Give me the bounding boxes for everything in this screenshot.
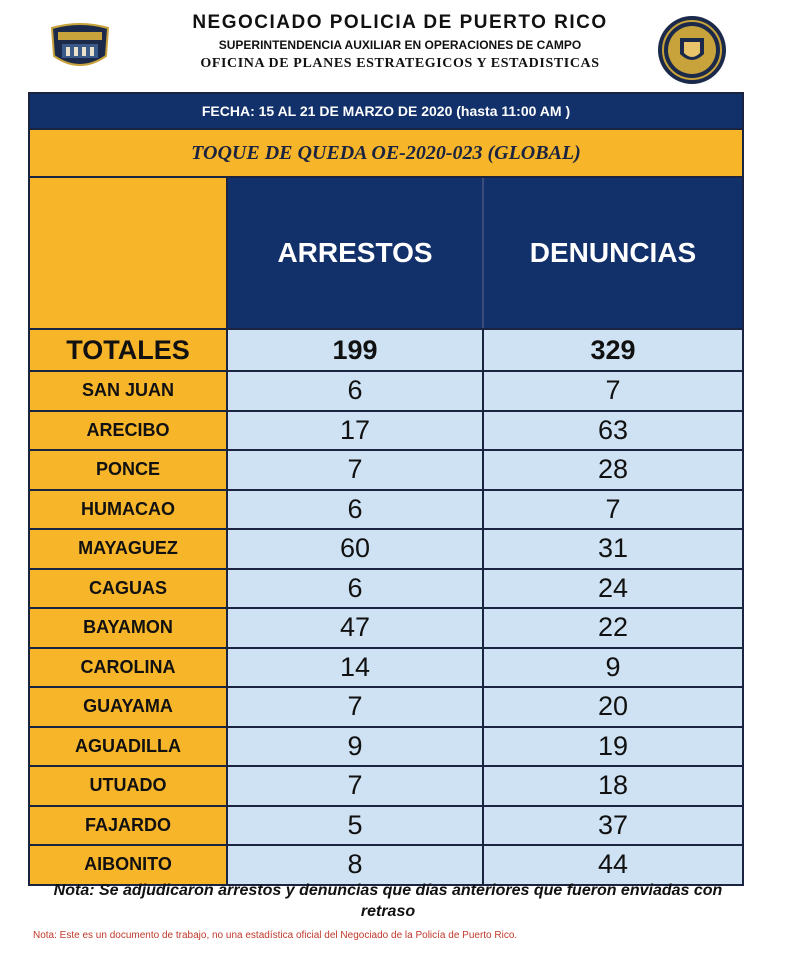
table-row: BAYAMON 47 22 (30, 609, 742, 649)
region-name: GUAYAMA (30, 688, 228, 726)
reports-value: 31 (484, 530, 742, 568)
arrests-value: 8 (228, 846, 484, 884)
arrests-value: 5 (228, 806, 484, 844)
table-row: CAGUAS 6 24 (30, 569, 742, 609)
arrests-value: 6 (228, 490, 484, 528)
table-header-row: ARRESTOS DENUNCIAS (30, 178, 742, 330)
footnote-main: Nota: Se adjudicaron arrestos y denuncia… (53, 882, 723, 920)
region-name: UTUADO (30, 767, 228, 805)
reports-value: 7 (484, 372, 742, 410)
table-row: MAYAGUEZ 60 31 (30, 530, 742, 570)
reports-value: 18 (484, 767, 742, 805)
arrests-value: 7 (228, 767, 484, 805)
arrests-value: 60 (228, 530, 484, 568)
reports-value: 19 (484, 727, 742, 765)
arrests-value: 17 (228, 411, 484, 449)
arrests-value: 9 (228, 727, 484, 765)
totals-reports: 329 (484, 330, 742, 370)
table-row: ARECIBO 17 63 (30, 411, 742, 451)
region-name: FAJARDO (30, 806, 228, 844)
table-row: AGUADILLA 9 19 (30, 727, 742, 767)
totals-arrests: 199 (228, 330, 484, 370)
reports-value: 24 (484, 569, 742, 607)
arrests-value: 47 (228, 609, 484, 647)
arrests-value: 7 (228, 688, 484, 726)
arrests-value: 14 (228, 648, 484, 686)
report-date: FECHA: 15 AL 21 DE MARZO DE 2020 (hasta … (30, 94, 742, 130)
table-row: HUMACAO 6 7 (30, 490, 742, 530)
reports-value: 7 (484, 490, 742, 528)
document-header: NEGOCIADO POLICIA DE PUERTO RICO SUPERIN… (0, 0, 800, 92)
region-name: CAROLINA (30, 648, 228, 686)
reports-value: 22 (484, 609, 742, 647)
reports-value: 63 (484, 411, 742, 449)
arrests-value: 6 (228, 569, 484, 607)
region-name: HUMACAO (30, 490, 228, 528)
region-name: BAYAMON (30, 609, 228, 647)
reports-value: 9 (484, 648, 742, 686)
table-row: SAN JUAN 6 7 (30, 372, 742, 412)
report-subject: TOQUE DE QUEDA OE-2020-023 (GLOBAL) (30, 130, 742, 178)
arrests-value: 6 (228, 372, 484, 410)
table-row: UTUADO 7 18 (30, 767, 742, 807)
totals-label: TOTALES (30, 330, 228, 370)
region-name: SAN JUAN (30, 372, 228, 410)
region-name: AIBONITO (30, 846, 228, 884)
police-seal-icon (656, 14, 728, 86)
column-header-arrests: ARRESTOS (228, 178, 484, 328)
table-row: GUAYAMA 7 20 (30, 688, 742, 728)
region-name: ARECIBO (30, 411, 228, 449)
curfew-stats-table: FECHA: 15 AL 21 DE MARZO DE 2020 (hasta … (28, 92, 744, 886)
reports-value: 28 (484, 451, 742, 489)
region-name: PONCE (30, 451, 228, 489)
reports-value: 37 (484, 806, 742, 844)
column-header-reports: DENUNCIAS (484, 178, 742, 328)
police-badge-icon (48, 22, 112, 72)
region-name: CAGUAS (30, 569, 228, 607)
arrests-value: 7 (228, 451, 484, 489)
reports-value: 20 (484, 688, 742, 726)
totals-row: TOTALES 199 329 (30, 330, 742, 372)
table-row: FAJARDO 5 37 (30, 806, 742, 846)
footnote-disclaimer: Nota: Este es un documento de trabajo, n… (33, 930, 518, 941)
reports-value: 44 (484, 846, 742, 884)
agency-subtitle: SUPERINTENDENCIA AUXILIAR EN OPERACIONES… (218, 38, 582, 52)
header-corner-cell (30, 178, 228, 328)
office-subtitle: OFICINA DE PLANES ESTRATEGICOS Y ESTADIS… (200, 56, 600, 71)
region-name: MAYAGUEZ (30, 530, 228, 568)
agency-title: NEGOCIADO POLICIA DE PUERTO RICO (192, 12, 608, 33)
table-row: AIBONITO 8 44 (30, 846, 742, 884)
table-row: PONCE 7 28 (30, 451, 742, 491)
table-row: CAROLINA 14 9 (30, 648, 742, 688)
region-name: AGUADILLA (30, 727, 228, 765)
